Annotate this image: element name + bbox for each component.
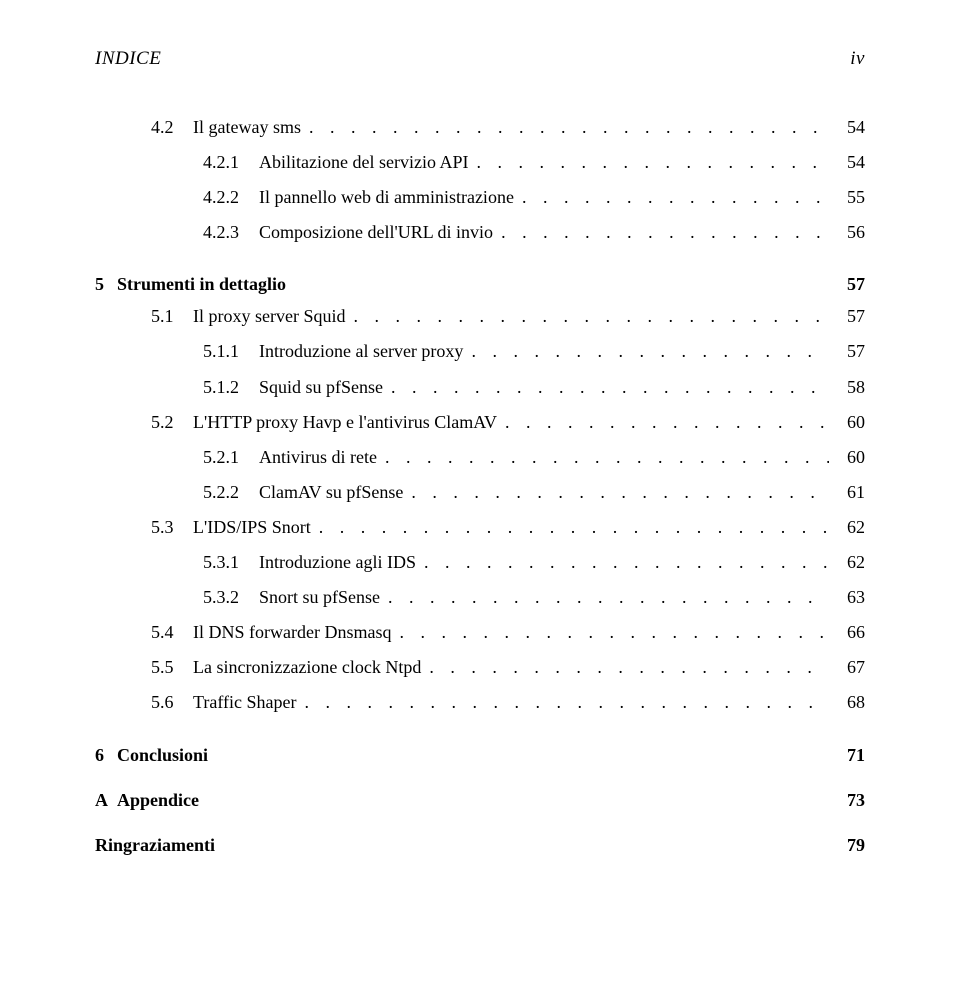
toc-leader (522, 180, 829, 215)
chapter-page: 57 (847, 274, 865, 295)
toc-page: 61 (837, 475, 865, 510)
toc-page: 67 (837, 650, 865, 685)
toc-label: 4.2.2Il pannello web di amministrazione (203, 180, 514, 215)
toc-entry: 4.2.3Composizione dell'URL di invio 56 (203, 215, 865, 250)
toc-label: 5.2.2ClamAV su pfSense (203, 475, 403, 510)
toc-leader (476, 145, 829, 180)
toc-entry: 5.2.1Antivirus di rete 60 (203, 440, 865, 475)
toc-entry: 5.5La sincronizzazione clock Ntpd 67 (151, 650, 865, 685)
header-right: iv (850, 48, 865, 70)
header-left: INDICE (95, 48, 161, 70)
toc-entry: 4.2.1Abilitazione del servizio API 54 (203, 145, 865, 180)
toc-label: 5.5La sincronizzazione clock Ntpd (151, 650, 421, 685)
toc-chapter: A Appendice 73 (95, 790, 865, 811)
toc-entry: 4.2.2Il pannello web di amministrazione … (203, 180, 865, 215)
toc-page: 63 (837, 580, 865, 615)
toc-label: 5.4Il DNS forwarder Dnsmasq (151, 615, 391, 650)
toc-label: 4.2Il gateway sms (151, 110, 301, 145)
toc-label: 4.2.3Composizione dell'URL di invio (203, 215, 493, 250)
toc-page: 62 (837, 510, 865, 545)
toc-entry: 5.1Il proxy server Squid 57 (151, 299, 865, 334)
toc-leader (309, 110, 829, 145)
toc-leader (424, 545, 829, 580)
toc-label: 5.3.2Snort su pfSense (203, 580, 380, 615)
chapter-page: 79 (847, 835, 865, 856)
toc-entry: 5.2.2ClamAV su pfSense 61 (203, 475, 865, 510)
toc-label: 5.3L'IDS/IPS Snort (151, 510, 311, 545)
toc-chapter: 5 Strumenti in dettaglio 57 (95, 274, 865, 295)
toc-page: 57 (837, 334, 865, 369)
toc-label: 5.6Traffic Shaper (151, 685, 296, 720)
toc-leader (399, 615, 829, 650)
toc-page: 54 (837, 145, 865, 180)
toc-entry: 5.4Il DNS forwarder Dnsmasq 66 (151, 615, 865, 650)
toc-page: 68 (837, 685, 865, 720)
toc-entry: 5.3.2Snort su pfSense 63 (203, 580, 865, 615)
toc-chapter: Ringraziamenti 79 (95, 835, 865, 856)
toc-label: 5.2.1Antivirus di rete (203, 440, 377, 475)
toc-leader (388, 580, 829, 615)
toc-label: 5.3.1Introduzione agli IDS (203, 545, 416, 580)
toc-entry: 4.2Il gateway sms 54 (151, 110, 865, 145)
toc-entry: 5.3.1Introduzione agli IDS 62 (203, 545, 865, 580)
toc-leader (319, 510, 829, 545)
chapter-page: 73 (847, 790, 865, 811)
toc-page: 55 (837, 180, 865, 215)
chapter-title: Ringraziamenti (95, 835, 215, 856)
toc-chapter: 6 Conclusioni 71 (95, 745, 865, 766)
toc-page: 58 (837, 370, 865, 405)
chapter-title: Appendice (117, 790, 847, 811)
toc-page: 62 (837, 545, 865, 580)
toc-label: 5.1Il proxy server Squid (151, 299, 345, 334)
toc-leader (505, 405, 829, 440)
toc-label: 5.2L'HTTP proxy Havp e l'antivirus ClamA… (151, 405, 497, 440)
toc-leader (429, 650, 829, 685)
toc-label: 5.1.2Squid su pfSense (203, 370, 383, 405)
toc-leader (353, 299, 829, 334)
toc-entry: 5.1.1Introduzione al server proxy 57 (203, 334, 865, 369)
chapter-number: A (95, 790, 117, 811)
toc-leader (501, 215, 829, 250)
toc-page: 60 (837, 440, 865, 475)
chapter-title: Strumenti in dettaglio (117, 274, 847, 295)
toc-label: 4.2.1Abilitazione del servizio API (203, 145, 468, 180)
toc-leader (391, 370, 829, 405)
toc-entry: 5.3L'IDS/IPS Snort 62 (151, 510, 865, 545)
toc-leader (304, 685, 829, 720)
running-header: INDICE iv (95, 48, 865, 70)
toc-label: 5.1.1Introduzione al server proxy (203, 334, 463, 369)
toc-page: 56 (837, 215, 865, 250)
chapter-number: 6 (95, 745, 117, 766)
chapter-title: Conclusioni (117, 745, 847, 766)
toc-page: 66 (837, 615, 865, 650)
toc-leader (471, 334, 829, 369)
toc-page: 54 (837, 110, 865, 145)
toc-entry: 5.1.2Squid su pfSense 58 (203, 370, 865, 405)
toc-page: 60 (837, 405, 865, 440)
toc-leader (411, 475, 829, 510)
toc-entry: 5.6Traffic Shaper 68 (151, 685, 865, 720)
toc-page: 57 (837, 299, 865, 334)
toc-body: 4.2Il gateway sms 54 4.2.1Abilitazione d… (95, 110, 865, 856)
chapter-page: 71 (847, 745, 865, 766)
toc-leader (385, 440, 829, 475)
toc-entry: 5.2L'HTTP proxy Havp e l'antivirus ClamA… (151, 405, 865, 440)
chapter-number: 5 (95, 274, 117, 295)
